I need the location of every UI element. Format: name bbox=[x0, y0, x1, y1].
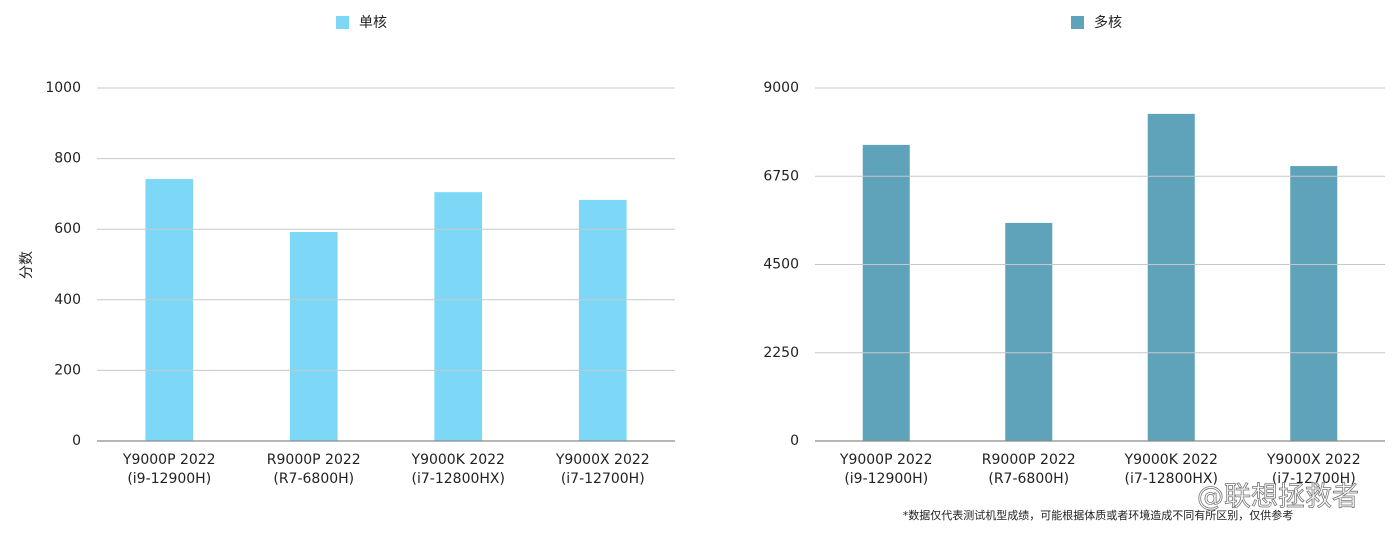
bar bbox=[862, 144, 910, 441]
x-tick-label: (i7-12800HX) bbox=[412, 471, 505, 487]
y-tick-label: 2250 bbox=[763, 345, 799, 361]
x-tick-label: (i7-12700H) bbox=[1272, 471, 1356, 487]
x-tick-label: R9000P 2022 bbox=[267, 452, 361, 468]
bar bbox=[145, 179, 194, 441]
bar bbox=[578, 199, 627, 441]
bar bbox=[289, 232, 338, 441]
x-tick-label: Y9000K 2022 bbox=[1124, 452, 1218, 468]
x-tick-label: (i7-12800HX) bbox=[1125, 471, 1218, 487]
bar bbox=[1005, 222, 1053, 441]
x-tick-label: Y9000X 2022 bbox=[555, 452, 650, 468]
x-tick-label: (i7-12700H) bbox=[561, 471, 645, 487]
y-tick-label: 0 bbox=[790, 433, 799, 449]
x-tick-label: Y9000X 2022 bbox=[1266, 452, 1361, 468]
x-tick-label: Y9000P 2022 bbox=[839, 452, 933, 468]
y-tick-label: 600 bbox=[54, 221, 81, 237]
y-tick-label: 200 bbox=[54, 362, 81, 378]
y-tick-label: 9000 bbox=[763, 80, 799, 96]
legend-swatch bbox=[336, 16, 349, 29]
bar bbox=[1290, 166, 1338, 441]
x-tick-label: (R7-6800H) bbox=[273, 471, 354, 487]
watermark: @联想拯救者 bbox=[1197, 482, 1359, 513]
x-tick-label: Y9000P 2022 bbox=[122, 452, 216, 468]
bar bbox=[434, 192, 483, 441]
y-axis-label: 分数 bbox=[19, 251, 35, 279]
y-tick-label: 800 bbox=[54, 151, 81, 167]
y-tick-label: 6750 bbox=[763, 168, 799, 184]
legend-label: 单核 bbox=[359, 15, 387, 31]
x-tick-label: (R7-6800H) bbox=[988, 471, 1069, 487]
bar bbox=[1147, 113, 1195, 442]
y-tick-label: 0 bbox=[72, 433, 81, 449]
x-tick-label: R9000P 2022 bbox=[982, 452, 1076, 468]
x-tick-label: (i9-12900H) bbox=[844, 471, 928, 487]
y-tick-label: 400 bbox=[54, 292, 81, 308]
y-tick-label: 1000 bbox=[45, 80, 81, 96]
legend-swatch bbox=[1071, 16, 1084, 29]
x-tick-label: (i9-12900H) bbox=[127, 471, 211, 487]
legend-label: 多核 bbox=[1094, 14, 1122, 31]
x-tick-label: Y9000K 2022 bbox=[411, 452, 505, 468]
footnote: *数据仅代表测试机型成绩，可能根据体质或者环境造成不同有所区别，仅供参考 bbox=[903, 508, 1294, 522]
y-tick-label: 4500 bbox=[763, 257, 799, 273]
